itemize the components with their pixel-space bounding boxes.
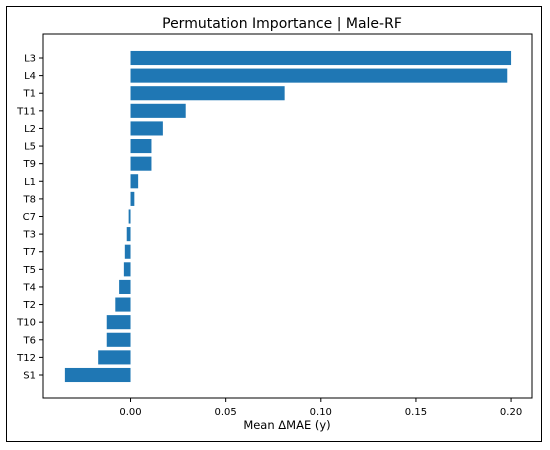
y-tick-label-t12: T12 (16, 353, 36, 364)
y-tick-label-t3: T3 (23, 230, 36, 241)
bar-t5 (123, 262, 131, 277)
bar-t2 (115, 297, 131, 312)
y-axis-ticks: L3 L4 T1 T11 L2 L5 T9 L1 T8 C7 T3 T7 T5 T4 T2 T10 T6 T12 S… (16, 54, 43, 382)
bar-t8 (130, 191, 135, 206)
bar-l1 (130, 174, 139, 189)
y-tick-label-t8: T8 (23, 194, 36, 205)
chart-title: Permutation Importance | Male-RF (162, 16, 402, 32)
bar-t10 (106, 315, 131, 330)
y-tick-label-t9: T9 (23, 159, 36, 170)
bar-t3 (126, 227, 131, 242)
y-tick-label-t10: T10 (16, 318, 36, 329)
y-tick-label-c7: C7 (23, 212, 36, 223)
bar-t12 (98, 350, 131, 365)
x-tick-label: 0.20 (500, 407, 522, 418)
y-tick-label-l4: L4 (24, 71, 36, 82)
y-tick-label-t7: T7 (23, 247, 36, 258)
bar-t7 (124, 244, 131, 259)
bar-l2 (130, 121, 163, 136)
y-tick-label-l2: L2 (24, 124, 36, 135)
x-tick-label: 0.15 (405, 407, 427, 418)
y-tick-label-t11: T11 (16, 106, 36, 117)
bar-s1 (64, 367, 131, 383)
y-tick-label-t2: T2 (23, 300, 36, 311)
bar-t9 (130, 156, 152, 171)
y-tick-label-t5: T5 (23, 265, 36, 276)
y-tick-label-t4: T4 (23, 282, 36, 293)
x-axis-ticks: 0.00 0.05 0.10 0.15 0.20 (119, 398, 522, 418)
bar-l5 (130, 139, 152, 154)
bar-l4 (130, 68, 508, 83)
y-tick-label-s1: S1 (23, 371, 36, 382)
bar-c7 (128, 209, 131, 224)
x-axis-label: Mean ΔMAE (y) (243, 418, 330, 432)
y-tick-label-t6: T6 (23, 335, 36, 346)
bar-t6 (106, 332, 131, 347)
bar-t1 (130, 86, 285, 101)
y-tick-label-l1: L1 (24, 177, 36, 188)
x-tick-label: 0.00 (119, 407, 141, 418)
x-tick-label: 0.10 (310, 407, 332, 418)
bar-t11 (130, 103, 186, 118)
y-tick-label-l3: L3 (24, 54, 36, 65)
y-tick-label-l5: L5 (24, 142, 36, 153)
y-tick-label-t1: T1 (23, 89, 36, 100)
bar-l3 (130, 50, 512, 66)
x-tick-label: 0.05 (215, 407, 237, 418)
bars-group (64, 50, 512, 383)
bar-t4 (119, 279, 131, 294)
